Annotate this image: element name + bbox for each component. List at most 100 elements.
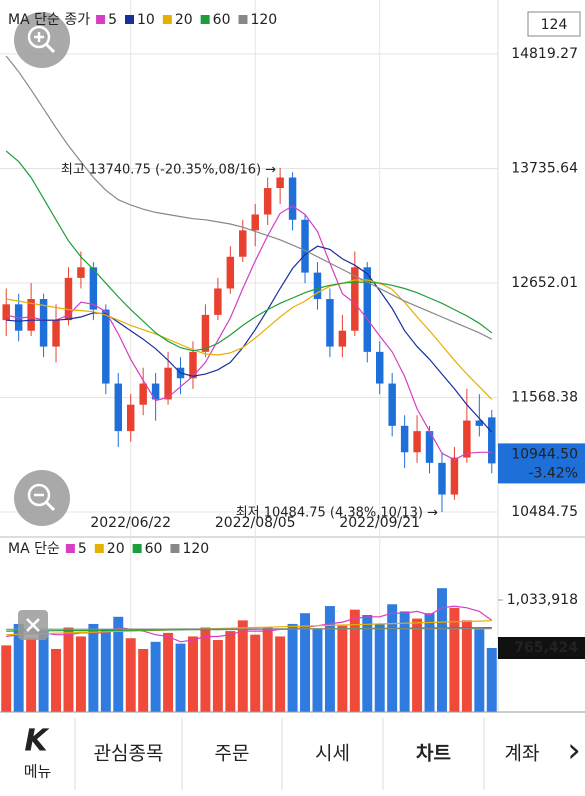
candle-body xyxy=(463,420,471,458)
candle-body xyxy=(313,272,322,300)
legend-swatch xyxy=(162,15,172,24)
legend-swatch xyxy=(65,544,75,553)
candle-body xyxy=(338,330,347,347)
volume-bar xyxy=(38,631,49,712)
volume-bar xyxy=(75,636,86,712)
volume-bar xyxy=(436,588,447,712)
y-tick-label: 11568.38 xyxy=(511,389,578,405)
legend-swatch xyxy=(132,544,142,553)
candle-body xyxy=(450,457,459,495)
volume-bar xyxy=(212,640,223,712)
legend-label: 20 xyxy=(107,541,125,557)
candle-body xyxy=(64,277,73,321)
candle-body xyxy=(400,425,409,453)
logo[interactable]: K xyxy=(24,724,50,759)
legend-label: 5 xyxy=(108,12,117,28)
volume-bar xyxy=(13,623,24,712)
volume-bar xyxy=(374,623,385,712)
ma-line xyxy=(6,205,492,461)
nav-more[interactable]: › xyxy=(567,731,581,771)
volume-bar xyxy=(412,618,423,712)
volume-bar xyxy=(225,631,236,712)
nav-bar: K 메뉴 관심종목 주문 시세 차트 계좌 › xyxy=(0,711,585,796)
y-tick-label: 12652.01 xyxy=(511,275,578,291)
candle-body xyxy=(77,267,85,278)
nav-item[interactable]: 시세 xyxy=(315,743,350,765)
candle-body xyxy=(351,267,359,331)
y-tick-label: 10484.75 xyxy=(511,504,578,520)
volume-bar xyxy=(324,606,335,712)
ma-line xyxy=(5,150,493,352)
zoom-out[interactable] xyxy=(14,470,70,526)
candle-body xyxy=(139,383,147,405)
volume-bar xyxy=(486,647,497,712)
last-volume-box xyxy=(498,636,585,659)
candle-body xyxy=(89,267,98,310)
volume-bar xyxy=(237,620,248,712)
candle-body xyxy=(239,230,247,257)
legend-label: 120 xyxy=(250,12,277,28)
period[interactable]: 124 xyxy=(541,17,568,33)
candle-body xyxy=(251,214,259,231)
candle-body xyxy=(475,420,484,426)
legend-title: MA 단순 xyxy=(8,541,60,557)
candle-body xyxy=(39,299,48,347)
nav-item[interactable]: 메뉴 xyxy=(24,763,52,781)
candle-body xyxy=(488,417,496,464)
volume-bar xyxy=(138,648,149,712)
ma-line xyxy=(6,628,492,630)
volume-bar xyxy=(262,627,273,712)
annotation: 최저 10484.75 (4.38%,10/13) → xyxy=(236,505,438,520)
volume-bar xyxy=(461,620,472,712)
ma-line xyxy=(6,279,493,400)
candle-body xyxy=(425,431,434,463)
nav-item[interactable]: 관심종목 xyxy=(94,743,164,765)
candle-body xyxy=(164,367,172,400)
candle-body xyxy=(263,188,272,215)
zoom-in[interactable] xyxy=(14,12,70,68)
candle-body xyxy=(301,219,309,273)
volume-bar xyxy=(387,604,398,712)
candle-body xyxy=(201,314,210,352)
volume-bar xyxy=(399,611,410,712)
candle-body xyxy=(52,320,60,347)
volume-bar xyxy=(300,613,311,712)
legend-label: 120 xyxy=(182,541,209,557)
legend-title: MA 단순 종가 xyxy=(8,12,90,28)
plot xyxy=(0,0,503,712)
volume-bar xyxy=(100,629,111,712)
volume-bar xyxy=(51,648,62,712)
legend-label: 20 xyxy=(175,12,193,28)
volume-bar xyxy=(200,627,211,712)
volume-bar xyxy=(424,613,435,712)
close-button[interactable] xyxy=(18,610,48,640)
candle-body xyxy=(326,299,334,347)
candle-body xyxy=(388,383,396,426)
candle-body xyxy=(438,462,446,495)
nav-item[interactable]: 주문 xyxy=(215,743,250,765)
volume-bar xyxy=(63,627,74,712)
nav-item[interactable]: 계좌 xyxy=(505,743,540,765)
volume-bar xyxy=(150,641,161,712)
y-tick-label: 13735.64 xyxy=(511,160,578,176)
volume-bar xyxy=(449,607,460,712)
legend-label: 5 xyxy=(78,541,87,557)
nav-item[interactable]: 차트 xyxy=(416,743,451,765)
legend-label: 10 xyxy=(137,12,155,28)
volume-bar xyxy=(349,609,360,712)
candle-body xyxy=(2,304,10,321)
volume-bar xyxy=(125,638,136,712)
ma-line xyxy=(5,55,493,340)
candle-body xyxy=(375,351,384,384)
volume-bar xyxy=(312,629,323,712)
legend-swatch xyxy=(238,15,248,24)
candle-body xyxy=(126,404,135,432)
last-price-box xyxy=(498,443,585,484)
candle-body xyxy=(288,177,297,220)
period-box[interactable] xyxy=(527,11,581,37)
y-tick-label: 14819.27 xyxy=(511,46,578,62)
x-tick-label: 2022/06/22 xyxy=(90,515,171,531)
volume-bar xyxy=(187,636,198,712)
ma-line xyxy=(6,620,492,636)
